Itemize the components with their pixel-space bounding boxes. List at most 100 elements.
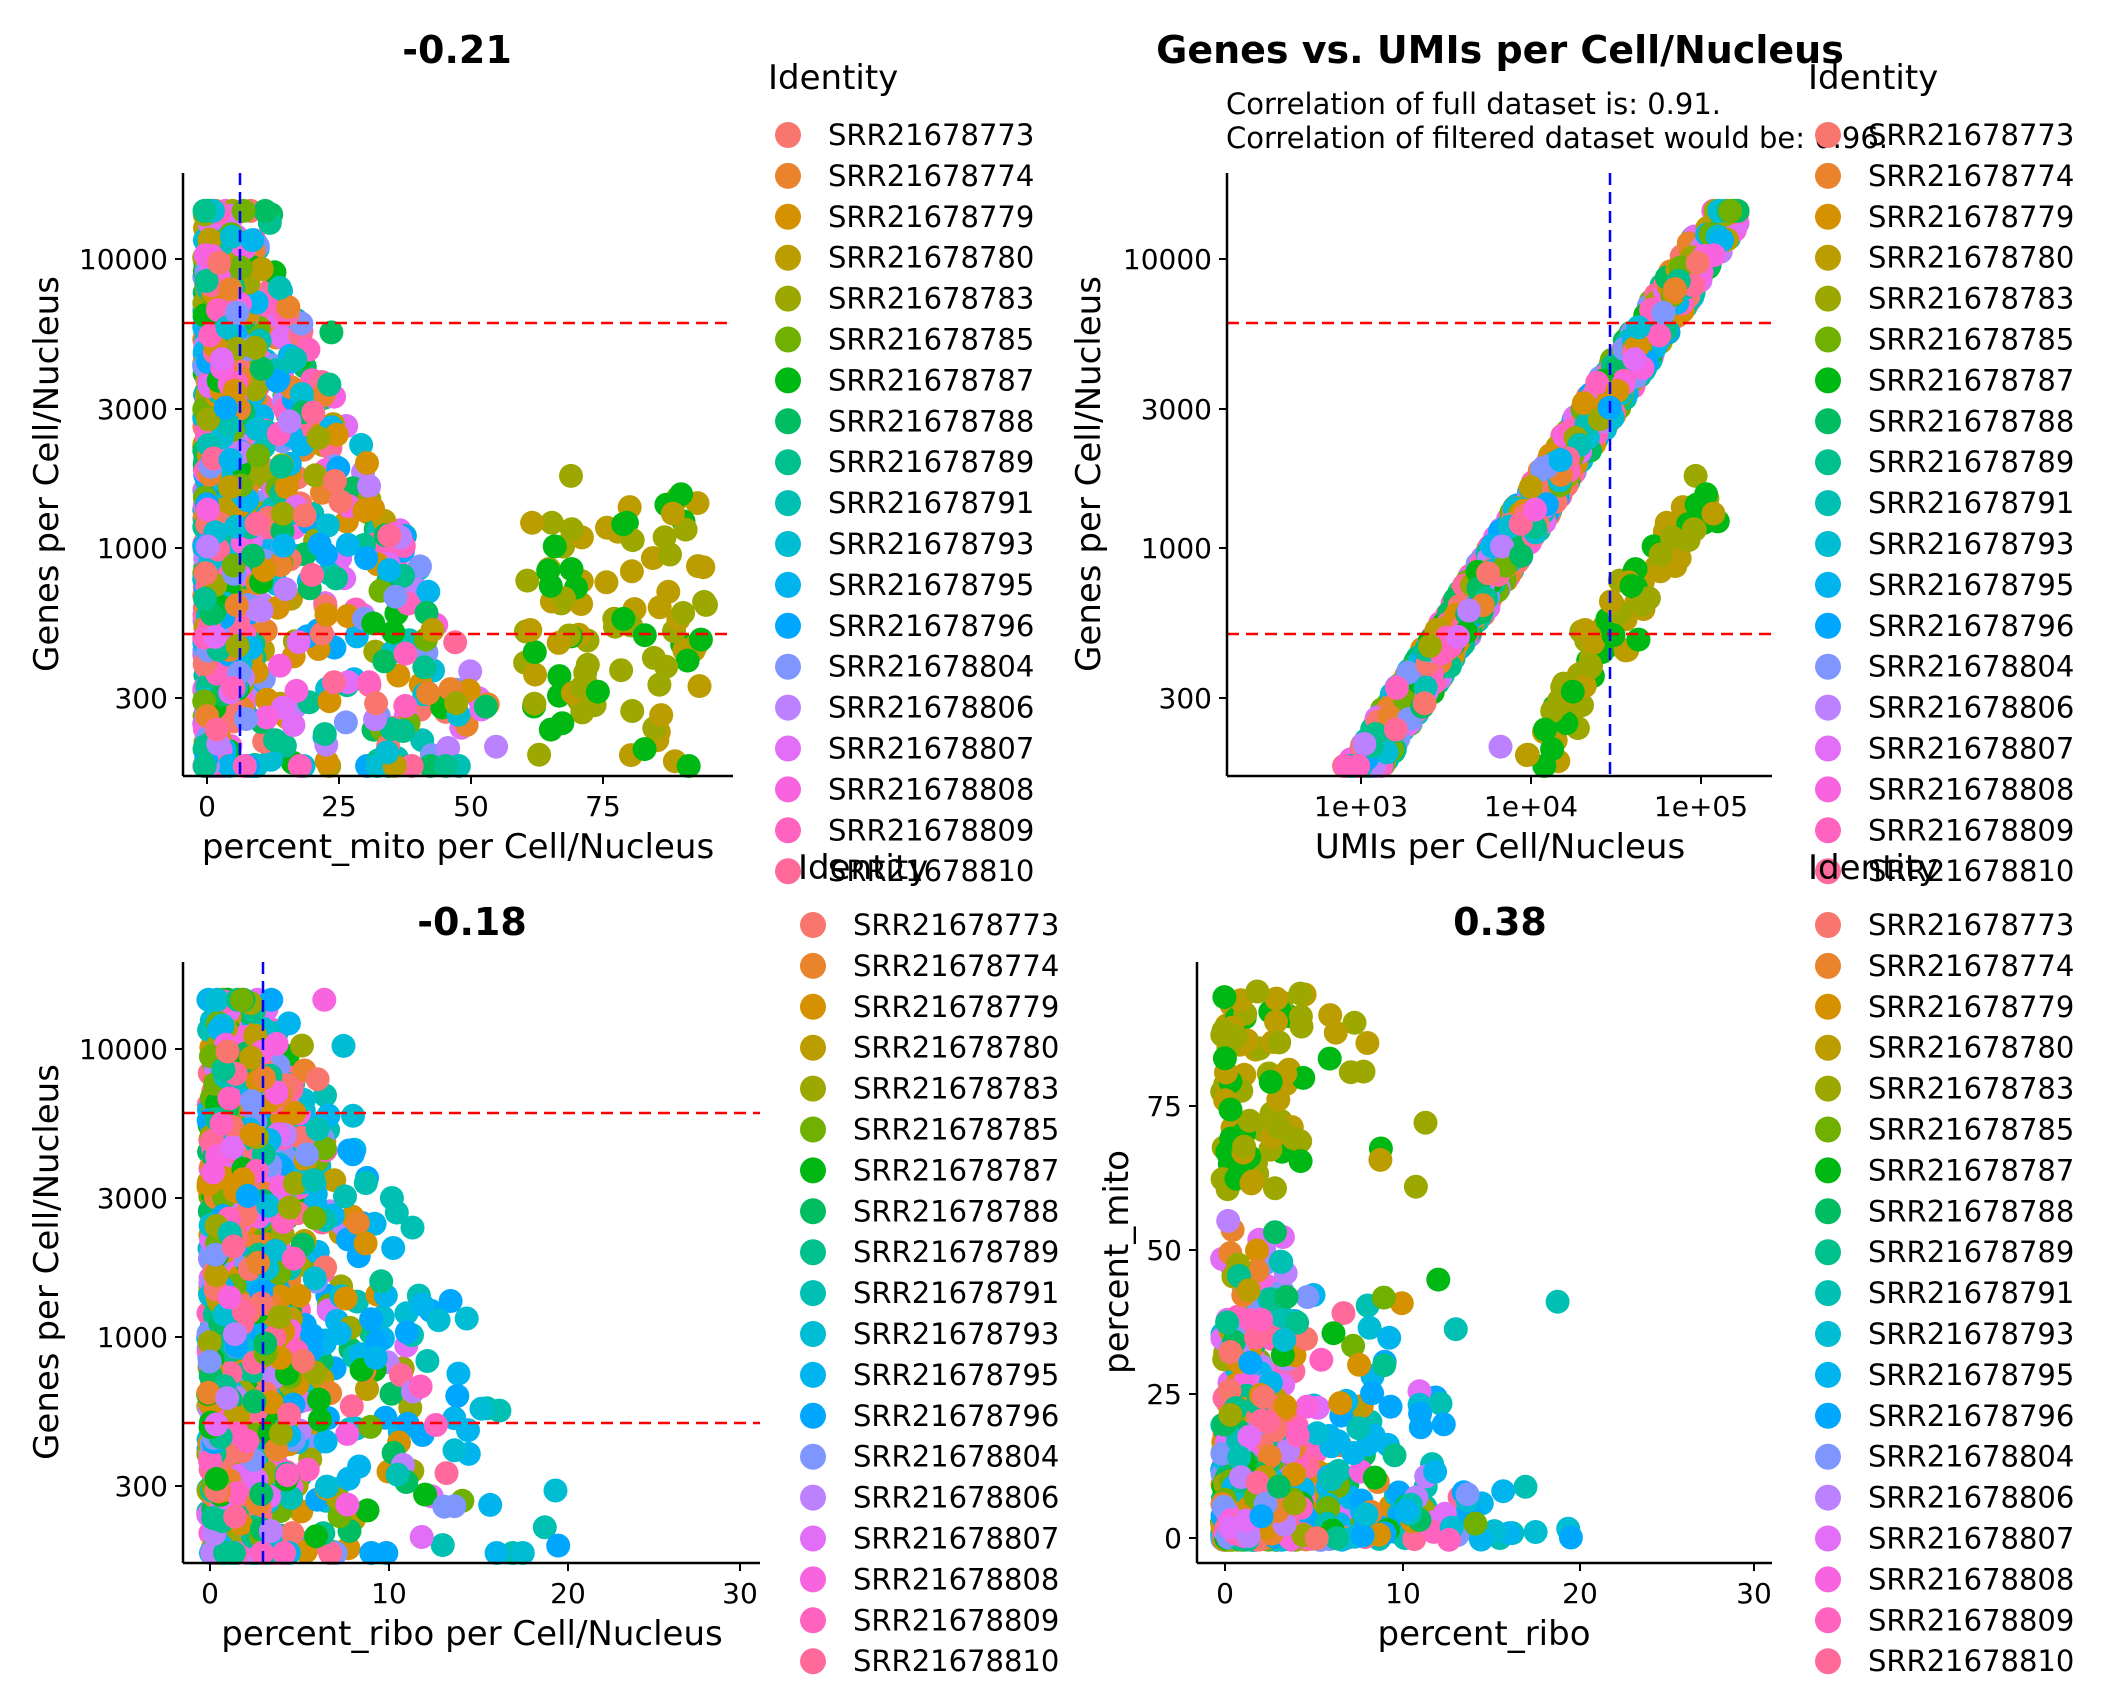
legend-key-SRR21678787 [1815, 367, 1841, 394]
data-point-SRR21678789 [263, 728, 288, 753]
data-point-SRR21678788 [240, 543, 265, 568]
data-point-SRR21678783 [243, 335, 268, 360]
panel2-points [1332, 198, 1750, 778]
panel1-ytick-label: 10000 [79, 243, 168, 276]
data-point-SRR21678806 [273, 577, 298, 602]
data-point-SRR21678780 [518, 618, 543, 642]
data-point-SRR21678787 [361, 611, 386, 636]
data-point-SRR21678789 [312, 722, 337, 747]
legend-label-SRR21678783: SRR21678783 [1868, 282, 2074, 316]
data-point-SRR21678774 [1663, 277, 1687, 302]
data-point-SRR21678780 [546, 630, 571, 655]
legend-key-SRR21678809 [1815, 817, 1841, 844]
legend-key-SRR21678796 [775, 612, 801, 639]
legend-label-SRR21678780: SRR21678780 [828, 241, 1034, 275]
data-point-SRR21678806 [1488, 734, 1513, 759]
panel2-y-ticks: 10000 3000 1000 300 [1123, 243, 1227, 715]
legend-label-SRR21678779: SRR21678779 [828, 200, 1034, 234]
legend-label-SRR21678791: SRR21678791 [853, 1276, 1059, 1310]
data-point-SRR21678783 [522, 691, 547, 716]
legend-key-SRR21678796 [1815, 612, 1841, 639]
panel2-ytick-label: 300 [1159, 682, 1212, 715]
legend-key-SRR21678789 [1815, 449, 1841, 476]
data-point-SRR21678806 [249, 598, 274, 623]
panel3-ytick-label: 300 [115, 1470, 168, 1503]
data-point-SRR21678773 [1412, 691, 1437, 716]
panel2-xtick-label: 1e+04 [1484, 790, 1578, 823]
legend-key-SRR21678804 [1815, 653, 1841, 680]
data-point-SRR21678804 [239, 1089, 264, 1114]
data-point-SRR21678809 [1346, 754, 1371, 778]
data-point-SRR21678783 [1403, 1174, 1428, 1199]
panel3-x-axis-label: percent_ribo per Cell/Nucleus [221, 1614, 722, 1654]
data-point-SRR21678806 [195, 534, 220, 559]
data-point-SRR21678806 [222, 1322, 247, 1347]
data-point-SRR21678788 [379, 1381, 404, 1406]
data-point-SRR21678773 [1685, 250, 1710, 275]
data-point-SRR21678795 [313, 1429, 338, 1454]
data-point-SRR21678795 [446, 1361, 471, 1386]
data-point-SRR21678796 [546, 1533, 571, 1558]
data-point-SRR21678780 [687, 674, 712, 699]
data-point-SRR21678787 [542, 534, 567, 559]
data-point-SRR21678795 [377, 558, 402, 583]
data-point-SRR21678796 [354, 546, 379, 571]
data-point-SRR21678806 [458, 659, 483, 684]
panel1-y-ticks: 10000 3000 1000 300 [79, 243, 183, 715]
data-point-SRR21678783 [1659, 525, 1684, 550]
data-point-SRR21678789 [192, 198, 217, 223]
data-point-SRR21678783 [1683, 463, 1708, 488]
legend-key-SRR21678809 [800, 1607, 826, 1634]
legend-label-SRR21678791: SRR21678791 [1868, 486, 2074, 520]
legend-label-SRR21678808: SRR21678808 [853, 1562, 1059, 1596]
legend-label-SRR21678787: SRR21678787 [828, 363, 1034, 397]
data-point-SRR21678787 [538, 717, 563, 742]
data-point-SRR21678780 [204, 1263, 229, 1288]
data-point-SRR21678791 [333, 1184, 357, 1209]
data-point-SRR21678795 [478, 1492, 503, 1517]
data-point-SRR21678774 [345, 1210, 370, 1235]
data-point-SRR21678808 [264, 1031, 289, 1056]
data-point-SRR21678787 [1560, 679, 1585, 704]
data-point-SRR21678804 [225, 300, 250, 325]
data-point-SRR21678810 [377, 523, 402, 548]
legend-label-SRR21678795: SRR21678795 [853, 1358, 1059, 1392]
data-point-SRR21678793 [454, 1306, 479, 1331]
data-point-SRR21678807 [409, 1525, 434, 1549]
legend-key-SRR21678810 [800, 1648, 826, 1675]
data-point-SRR21678810 [204, 717, 229, 742]
data-point-SRR21678783 [1578, 652, 1603, 677]
data-point-SRR21678809 [209, 1111, 234, 1136]
legend-key-SRR21678791 [800, 1280, 826, 1307]
data-point-SRR21678789 [369, 1269, 394, 1294]
data-point-SRR21678783 [1648, 542, 1673, 567]
legend-label-SRR21678774: SRR21678774 [853, 949, 1059, 983]
panel-ribo-vs-genes: -0.18 10000 3000 1000 300 0 10 20 30 per… [27, 848, 1059, 1678]
data-point-SRR21678795 [416, 579, 441, 604]
legend-key-SRR21678796 [800, 1402, 826, 1429]
legend-label-SRR21678773: SRR21678773 [828, 118, 1034, 152]
panel1-xtick-label: 75 [585, 790, 621, 823]
data-point-SRR21678793 [469, 1396, 494, 1421]
legend-label-SRR21678806: SRR21678806 [828, 691, 1034, 725]
data-point-SRR21678783 [1540, 699, 1565, 723]
data-point-SRR21678796 [374, 1541, 399, 1565]
data-point-SRR21678809 [221, 675, 246, 700]
legend-label-SRR21678793: SRR21678793 [828, 527, 1034, 561]
data-point-SRR21678793 [205, 987, 230, 1012]
data-point-SRR21678787 [204, 1466, 229, 1491]
data-point-SRR21678787 [611, 606, 636, 631]
legend-label-SRR21678783: SRR21678783 [828, 282, 1034, 316]
data-point-SRR21678787 [669, 482, 694, 507]
data-point-SRR21678808 [195, 497, 220, 522]
data-point-SRR21678787 [1694, 482, 1719, 507]
data-point-SRR21678791 [487, 1398, 512, 1423]
data-point-SRR21678793 [510, 1541, 535, 1565]
data-point-SRR21678785 [1718, 198, 1743, 223]
panel3-xtick-label: 20 [550, 1577, 586, 1610]
legend-label-SRR21678779: SRR21678779 [1868, 200, 2074, 234]
legend-label-SRR21678780: SRR21678780 [1868, 241, 2074, 275]
data-point-SRR21678810 [301, 400, 326, 425]
data-point-SRR21678787 [381, 620, 406, 645]
panel3-xtick-label: 0 [201, 1577, 219, 1610]
